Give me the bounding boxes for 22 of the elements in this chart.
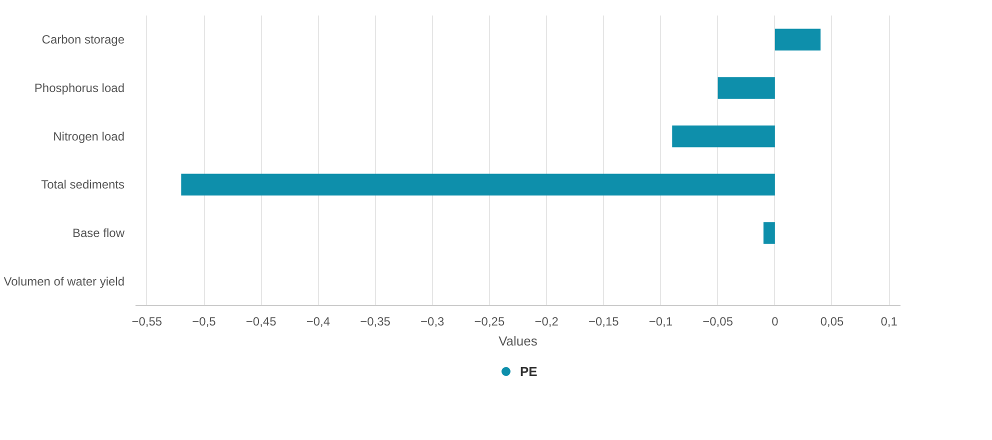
x-tick-label: −0,55	[132, 314, 162, 328]
x-tick-label: −0,2	[534, 314, 559, 328]
y-tick-label: Carbon storage	[42, 32, 125, 47]
x-tick-label: 0,1	[880, 314, 898, 328]
x-tick-label: −0,25	[474, 314, 505, 328]
x-tick-label: −0,4	[306, 314, 330, 328]
y-tick-label: Total sediments	[41, 178, 124, 192]
x-tick-label: 0,05	[820, 314, 844, 328]
x-tick-label: −0,45	[246, 314, 277, 328]
x-tick-label: −0,15	[588, 314, 620, 328]
x-tick-label: −0,1	[648, 314, 673, 328]
x-tick-label: −0,05	[702, 314, 734, 328]
y-tick-label: Nitrogen load	[53, 129, 125, 144]
legend-label: PE	[520, 364, 538, 378]
y-tick-label: Base flow	[72, 226, 125, 240]
x-tick-label: 0	[772, 314, 779, 328]
y-tick-label: Phosphorus load	[34, 81, 125, 95]
x-tick-label: −0,35	[360, 314, 391, 328]
x-tick-label: −0,5	[192, 314, 216, 328]
x-tick-label: −0,3	[420, 314, 445, 328]
y-tick-label: Volumen of water yield	[4, 274, 124, 288]
x-axis-title: Values	[498, 334, 538, 348]
